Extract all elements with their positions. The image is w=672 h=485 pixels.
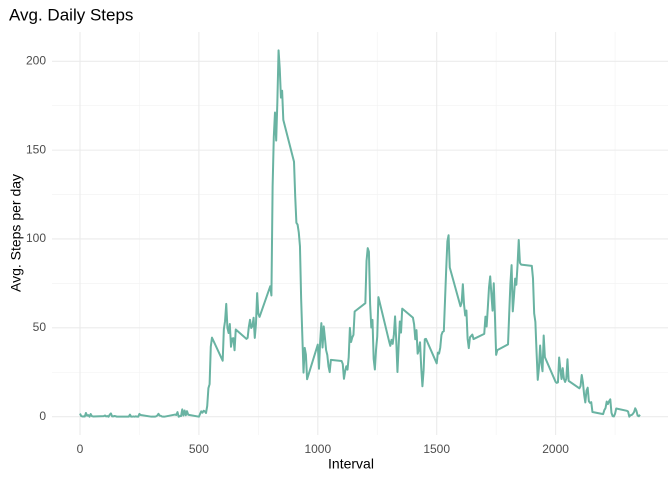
y-tick-label: 0: [39, 409, 46, 423]
y-tick-label: 200: [26, 53, 46, 67]
line: [79, 49, 641, 418]
x-tick-label: 2000: [542, 442, 569, 456]
chart-title: Avg. Daily Steps: [9, 5, 133, 24]
x-axis-title: Interval: [328, 456, 374, 472]
y-tick-label: 150: [26, 142, 46, 156]
y-axis-title: Avg. Steps per day: [8, 174, 24, 292]
x-tick-label: 500: [189, 442, 209, 456]
x-tick-label: 1500: [423, 442, 450, 456]
x-tick-label: 0: [77, 442, 84, 456]
y-tick-label: 100: [26, 231, 46, 245]
x-tick-label: 1000: [304, 442, 331, 456]
y-tick-label: 50: [33, 320, 47, 334]
